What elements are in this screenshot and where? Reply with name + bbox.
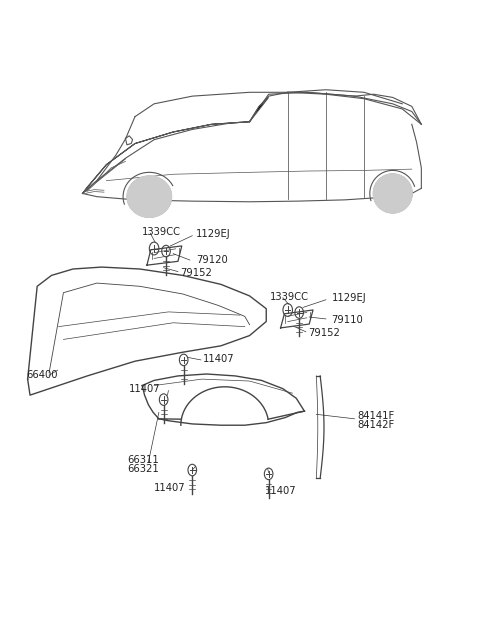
Text: 84142F: 84142F — [357, 420, 394, 430]
Text: 11407: 11407 — [203, 354, 234, 364]
Polygon shape — [127, 176, 172, 217]
Text: 1339CC: 1339CC — [270, 291, 309, 302]
Text: 66311: 66311 — [127, 455, 159, 465]
Text: 79152: 79152 — [308, 328, 340, 338]
Text: 66321: 66321 — [127, 464, 159, 474]
Text: 1339CC: 1339CC — [142, 227, 181, 237]
Text: 1129EJ: 1129EJ — [196, 230, 231, 239]
Text: 1129EJ: 1129EJ — [332, 293, 366, 303]
Polygon shape — [373, 174, 412, 213]
Polygon shape — [83, 98, 269, 194]
Text: 79120: 79120 — [196, 255, 228, 265]
Text: 11407: 11407 — [265, 485, 297, 496]
Text: 66400: 66400 — [26, 370, 58, 380]
Text: 84141F: 84141F — [357, 411, 394, 421]
Text: 11407: 11407 — [129, 384, 161, 394]
Text: 79152: 79152 — [180, 268, 212, 278]
Text: 79110: 79110 — [332, 314, 363, 325]
Text: 11407: 11407 — [154, 483, 186, 493]
